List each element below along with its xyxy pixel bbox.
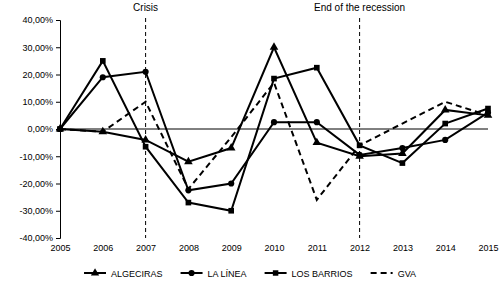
y-tick-mark (56, 238, 60, 239)
x-axis: 2005 2006 2007 2008 2009 2010 2011 2012 2013 2014… (50, 243, 498, 253)
x-tick-label: 2009 (222, 243, 242, 253)
x-tick: 2009 (222, 243, 242, 253)
y-tick-label: 40,00% (22, 15, 53, 25)
marker (143, 144, 149, 150)
x-tick: 2013 (393, 243, 413, 253)
marker (184, 157, 193, 164)
y-tick: -30,00% (19, 206, 60, 216)
x-tick-label: 2015 (478, 243, 498, 253)
chart: -40,00% -30,00% -20,00% -10,00% 0,00% 10,00% 2… (0, 0, 500, 286)
y-tick: 30,00% (22, 43, 60, 53)
y-tick: -40,00% (19, 233, 60, 243)
marker (271, 76, 277, 82)
legend-label: LA LÍNEA (208, 269, 247, 279)
marker (228, 180, 234, 186)
legend-label: GVA (398, 269, 416, 279)
y-tick-label: 30,00% (22, 43, 53, 53)
y-tick-mark (56, 184, 60, 185)
marker (314, 65, 320, 71)
marker (270, 42, 279, 49)
legend-item: ALGECIRAS (84, 268, 163, 278)
series-line (60, 72, 488, 191)
legend-marker (188, 270, 194, 276)
legend-label: ALGECIRAS (111, 269, 163, 279)
marker (357, 152, 363, 158)
legend-line (371, 272, 393, 274)
x-tick-label: 2010 (264, 243, 284, 253)
legend-item: GVA (371, 269, 416, 279)
y-tick-mark (56, 156, 60, 157)
y-tick-label: 20,00% (22, 70, 53, 80)
y-tick: 20,00% (22, 70, 60, 80)
y-tick-label: 0,00% (27, 124, 53, 134)
x-tick-label: 2005 (50, 243, 70, 253)
y-tick: -20,00% (19, 179, 60, 189)
y-tick-mark (56, 75, 60, 76)
y-tick: -10,00% (19, 152, 60, 162)
x-tick-label: 2006 (93, 243, 113, 253)
marker (314, 119, 320, 125)
x-tick: 2007 (136, 243, 156, 253)
y-tick: 10,00% (22, 97, 60, 107)
marker (227, 143, 236, 150)
plot-area (56, 42, 493, 213)
y-tick-label: -10,00% (19, 152, 53, 162)
x-tick-label: 2007 (136, 243, 156, 253)
legend-item: LA LÍNEA (181, 269, 247, 279)
marker (313, 138, 322, 145)
x-tick: 2010 (264, 243, 284, 253)
marker (442, 121, 448, 127)
marker (400, 160, 406, 166)
marker (186, 200, 192, 206)
zero-line (60, 129, 488, 130)
x-tick: 2012 (350, 243, 370, 253)
marker (441, 105, 450, 112)
marker (99, 127, 108, 134)
y-tick-label: -20,00% (19, 179, 53, 189)
x-tick-label: 2011 (308, 243, 327, 253)
marker (100, 74, 106, 80)
y-tick-mark (56, 47, 60, 48)
x-tick: 2008 (179, 243, 199, 253)
y-tick-mark (56, 211, 60, 212)
annotation-line (359, 18, 360, 238)
x-tick-label: 2008 (179, 243, 199, 253)
x-tick: 2005 (50, 243, 70, 253)
y-tick-label: -30,00% (19, 206, 53, 216)
marker (271, 119, 277, 125)
legend-marker (91, 268, 99, 275)
marker (485, 106, 491, 112)
x-tick: 2006 (93, 243, 113, 253)
annotation-text: End of the recession (314, 2, 405, 13)
marker (100, 58, 106, 64)
x-tick: 2011 (308, 243, 327, 253)
x-tick: 2015 (478, 243, 498, 253)
y-tick: 40,00% (22, 15, 60, 25)
y-tick: 0,00% (27, 124, 60, 134)
series-line (60, 61, 488, 211)
y-tick-label: -40,00% (19, 233, 53, 243)
annotation-text: Crisis (133, 2, 158, 13)
y-tick-label: 10,00% (22, 97, 53, 107)
y-tick-mark (56, 20, 60, 21)
marker (399, 145, 405, 151)
x-tick-label: 2013 (393, 243, 413, 253)
legend: ALGECIRAS LA LÍNEA LOS BARRIOS GVA (84, 268, 416, 278)
series-line (60, 83, 488, 200)
marker (228, 208, 234, 214)
marker (442, 137, 448, 143)
legend-marker (273, 270, 278, 275)
x-tick-label: 2012 (350, 243, 370, 253)
annotation-line (145, 18, 146, 238)
y-tick-mark (56, 102, 60, 103)
marker (143, 69, 149, 75)
legend-label: LOS BARRIOS (292, 269, 353, 279)
y-axis: -40,00% -30,00% -20,00% -10,00% 0,00% 10,00% 2… (19, 15, 60, 243)
x-tick: 2014 (436, 243, 456, 253)
x-tick-label: 2014 (436, 243, 456, 253)
legend-item: LOS BARRIOS (265, 269, 353, 279)
